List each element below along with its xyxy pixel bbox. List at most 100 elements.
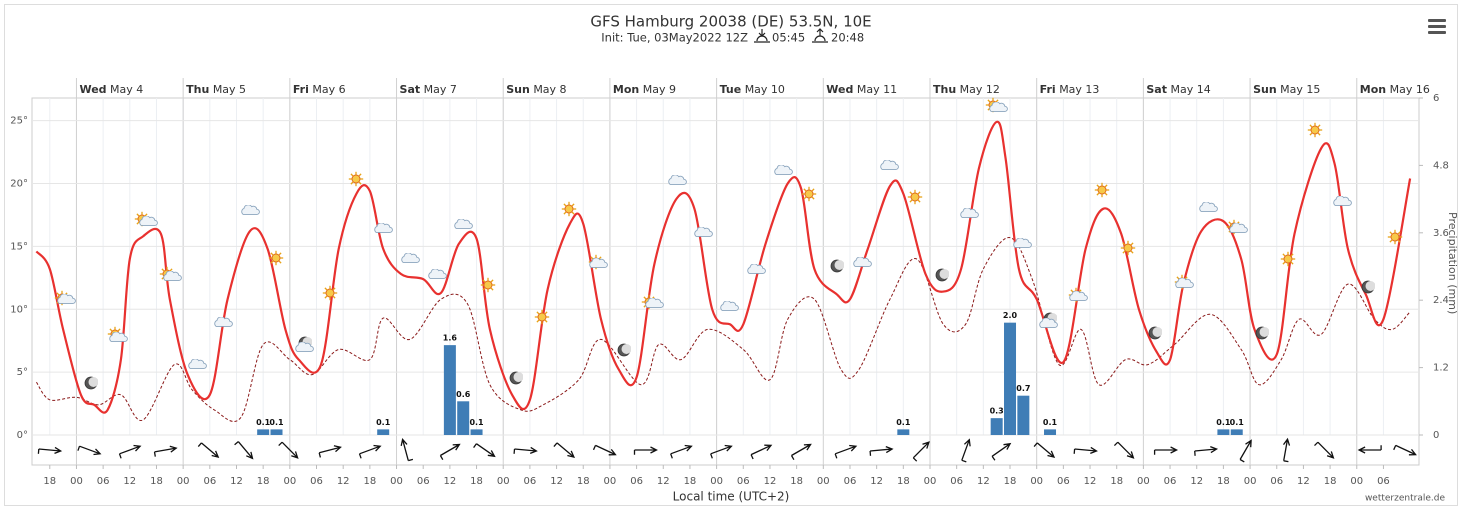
wind-arrow bbox=[633, 446, 658, 455]
wind-arrow bbox=[834, 444, 858, 459]
precip-label: 0.1 bbox=[469, 418, 484, 427]
x-axis-label: Local time (UTC+2) bbox=[673, 490, 790, 504]
day-weekday: Sat bbox=[400, 83, 421, 96]
chart-subtitle: Init: Tue, 03May2022 12Z bbox=[601, 31, 748, 45]
x-tick-label: 12 bbox=[230, 476, 243, 487]
menu-button[interactable] bbox=[1428, 19, 1446, 34]
x-tick-label: 00 bbox=[283, 476, 296, 487]
x-tick-label: 18 bbox=[684, 476, 697, 487]
day-weekday: Mon bbox=[1360, 83, 1386, 96]
day-date: May 6 bbox=[312, 83, 345, 96]
x-tick-label: 00 bbox=[497, 476, 510, 487]
x-tick-label: 18 bbox=[1004, 476, 1017, 487]
precip-bar bbox=[1217, 429, 1230, 435]
wind-arrow bbox=[961, 438, 971, 463]
day-date: May 8 bbox=[533, 83, 566, 96]
x-tick-label: 00 bbox=[710, 476, 723, 487]
x-tick-label: 12 bbox=[657, 476, 670, 487]
y2-tick-label: 2.4 bbox=[1433, 295, 1449, 306]
y2-tick-label: 4.8 bbox=[1433, 160, 1449, 171]
x-tick-label: 18 bbox=[1217, 476, 1230, 487]
marks: 0.1 0.1 0.11.60.60.1 0.10.32.00.70.1 0.1 0.1 bbox=[35, 120, 1417, 463]
dewpoint-line bbox=[35, 237, 1411, 422]
y2-tick-label: 6 bbox=[1433, 93, 1439, 104]
wind-arrow bbox=[1033, 442, 1056, 459]
x-tick-label: 12 bbox=[1297, 476, 1310, 487]
day-date: May 4 bbox=[110, 83, 143, 96]
precip-bar bbox=[1230, 429, 1243, 435]
x-tick-label: 06 bbox=[737, 476, 750, 487]
x-tick-label: 12 bbox=[337, 476, 350, 487]
x-tick-label: 00 bbox=[1030, 476, 1043, 487]
wind-arrow bbox=[710, 444, 733, 459]
wind-arrow bbox=[790, 443, 812, 461]
x-tick-label: 06 bbox=[1057, 476, 1070, 487]
wind-arrow bbox=[439, 443, 461, 461]
wind-arrow bbox=[1393, 444, 1417, 456]
wind-arrow bbox=[1073, 446, 1098, 455]
x-tick-label: 12 bbox=[870, 476, 883, 487]
day-weekday: Fri bbox=[293, 83, 309, 96]
credit: wetterzentrale.de bbox=[1365, 494, 1446, 504]
precip-bar bbox=[1017, 395, 1030, 435]
day-label: Fri May 13 bbox=[1040, 83, 1100, 96]
sunrise-icon bbox=[754, 29, 770, 43]
x-tick-label: 18 bbox=[790, 476, 803, 487]
precip-bar bbox=[1044, 429, 1057, 435]
day-label: Thu May 12 bbox=[933, 83, 1000, 96]
x-tick-label: 12 bbox=[123, 476, 136, 487]
x-tick-label: 06 bbox=[1377, 476, 1390, 487]
day-date: May 12 bbox=[960, 83, 1000, 96]
wind-arrow bbox=[77, 445, 102, 456]
x-tick-label: 18 bbox=[150, 476, 163, 487]
y-tick-label: 25° bbox=[10, 116, 28, 127]
x-tick-label: 06 bbox=[1164, 476, 1177, 487]
wind-arrow bbox=[197, 442, 220, 459]
wind-arrow bbox=[153, 445, 178, 457]
x-tick-label: 00 bbox=[817, 476, 830, 487]
day-label: Wed May 11 bbox=[826, 83, 897, 96]
x-tick-label: 06 bbox=[97, 476, 110, 487]
precip-label: 2.0 bbox=[1003, 311, 1018, 320]
wind-arrow bbox=[553, 442, 576, 459]
sunrise-time: 05:45 bbox=[772, 31, 805, 45]
day-date: May 14 bbox=[1170, 83, 1210, 96]
x-tick-label: 00 bbox=[390, 476, 403, 487]
day-date: May 11 bbox=[857, 83, 897, 96]
day-label: Fri May 6 bbox=[293, 83, 346, 96]
x-tick-label: 00 bbox=[177, 476, 190, 487]
day-label: Wed May 4 bbox=[79, 83, 143, 96]
x-tick-label: 12 bbox=[444, 476, 457, 487]
x-tick-label: 06 bbox=[417, 476, 430, 487]
wind-arrow bbox=[1357, 445, 1382, 454]
y2-tick-label: 0 bbox=[1433, 430, 1439, 441]
precip-bar bbox=[1004, 322, 1017, 435]
precip-bar bbox=[270, 429, 283, 435]
y-tick-label: 0° bbox=[17, 430, 28, 441]
day-weekday: Fri bbox=[1040, 83, 1056, 96]
wind-arrow bbox=[1239, 439, 1252, 463]
wind-arrow bbox=[750, 444, 773, 460]
day-weekday: Tue bbox=[720, 83, 742, 96]
x-tick-label: 12 bbox=[977, 476, 990, 487]
precip-bar bbox=[377, 429, 390, 435]
day-weekday: Sun bbox=[506, 83, 530, 96]
day-date: May 5 bbox=[213, 83, 246, 96]
day-date: May 13 bbox=[1059, 83, 1099, 96]
day-weekday: Sun bbox=[1253, 83, 1277, 96]
precip-bar bbox=[443, 345, 456, 435]
x-tick-label: 00 bbox=[70, 476, 83, 487]
precip-label: 1.6 bbox=[443, 334, 458, 343]
day-weekday: Mon bbox=[613, 83, 639, 96]
day-label: Mon May 16 bbox=[1360, 83, 1430, 96]
x-tick-label: 06 bbox=[310, 476, 323, 487]
wind-arrow bbox=[37, 446, 63, 455]
precip-label: 0.1 bbox=[1230, 418, 1245, 427]
wind-arrow bbox=[513, 446, 538, 455]
wind-arrow bbox=[869, 445, 894, 456]
x-tick-label: 06 bbox=[630, 476, 643, 487]
day-label: Sat May 7 bbox=[400, 83, 457, 96]
wind-arrow bbox=[278, 441, 299, 459]
day-date: May 10 bbox=[745, 83, 785, 96]
